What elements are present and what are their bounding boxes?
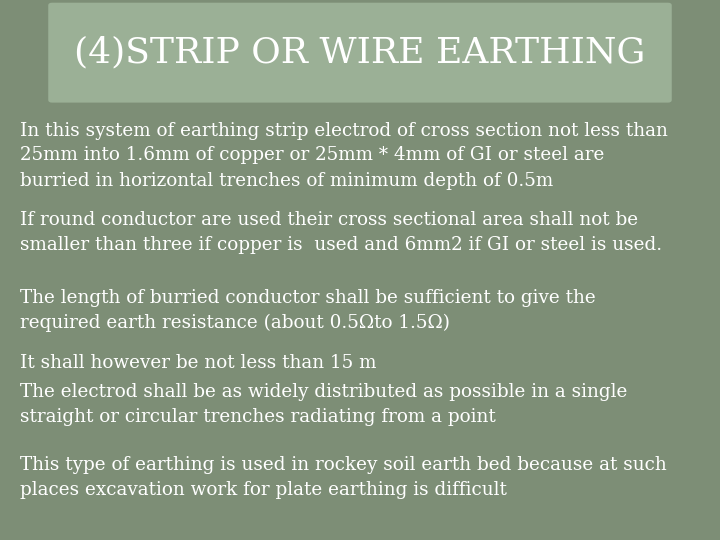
Text: The length of burried conductor shall be sufficient to give the
required earth r: The length of burried conductor shall be… — [20, 289, 596, 332]
FancyBboxPatch shape — [48, 3, 672, 103]
Text: (4)STRIP OR WIRE EARTHING: (4)STRIP OR WIRE EARTHING — [74, 36, 646, 70]
Text: If round conductor are used their cross sectional area shall not be
smaller than: If round conductor are used their cross … — [20, 211, 662, 254]
Text: The electrod shall be as widely distributed as possible in a single
straight or : The electrod shall be as widely distribu… — [20, 383, 628, 427]
Text: In this system of earthing strip electrod of cross section not less than
25mm in: In this system of earthing strip electro… — [20, 122, 668, 190]
Text: This type of earthing is used in rockey soil earth bed because at such
places ex: This type of earthing is used in rockey … — [20, 456, 667, 500]
Text: It shall however be not less than 15 m: It shall however be not less than 15 m — [20, 354, 377, 372]
